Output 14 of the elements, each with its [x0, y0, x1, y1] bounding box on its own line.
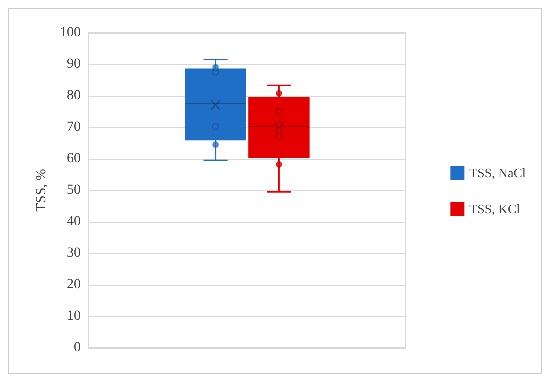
y-tick-label: 100	[60, 26, 81, 40]
y-axis-title: TSS, %	[34, 168, 50, 212]
y-tick-label: 10	[67, 309, 81, 324]
legend-label: TSS, KCl	[470, 202, 521, 216]
y-tick-label: 30	[67, 246, 81, 261]
legend-label: TSS, NaCl	[470, 166, 526, 180]
y-tick-label: 20	[67, 278, 81, 292]
y-tick-label: 0	[74, 340, 81, 356]
y-tick-label: 40	[67, 214, 81, 230]
y-tick-label: 50	[67, 183, 81, 198]
y-tick-label: 80	[67, 88, 81, 104]
y-tick-label: 70	[67, 120, 81, 135]
y-tick-label: 90	[67, 57, 81, 72]
y-tick-label: 60	[67, 152, 81, 166]
